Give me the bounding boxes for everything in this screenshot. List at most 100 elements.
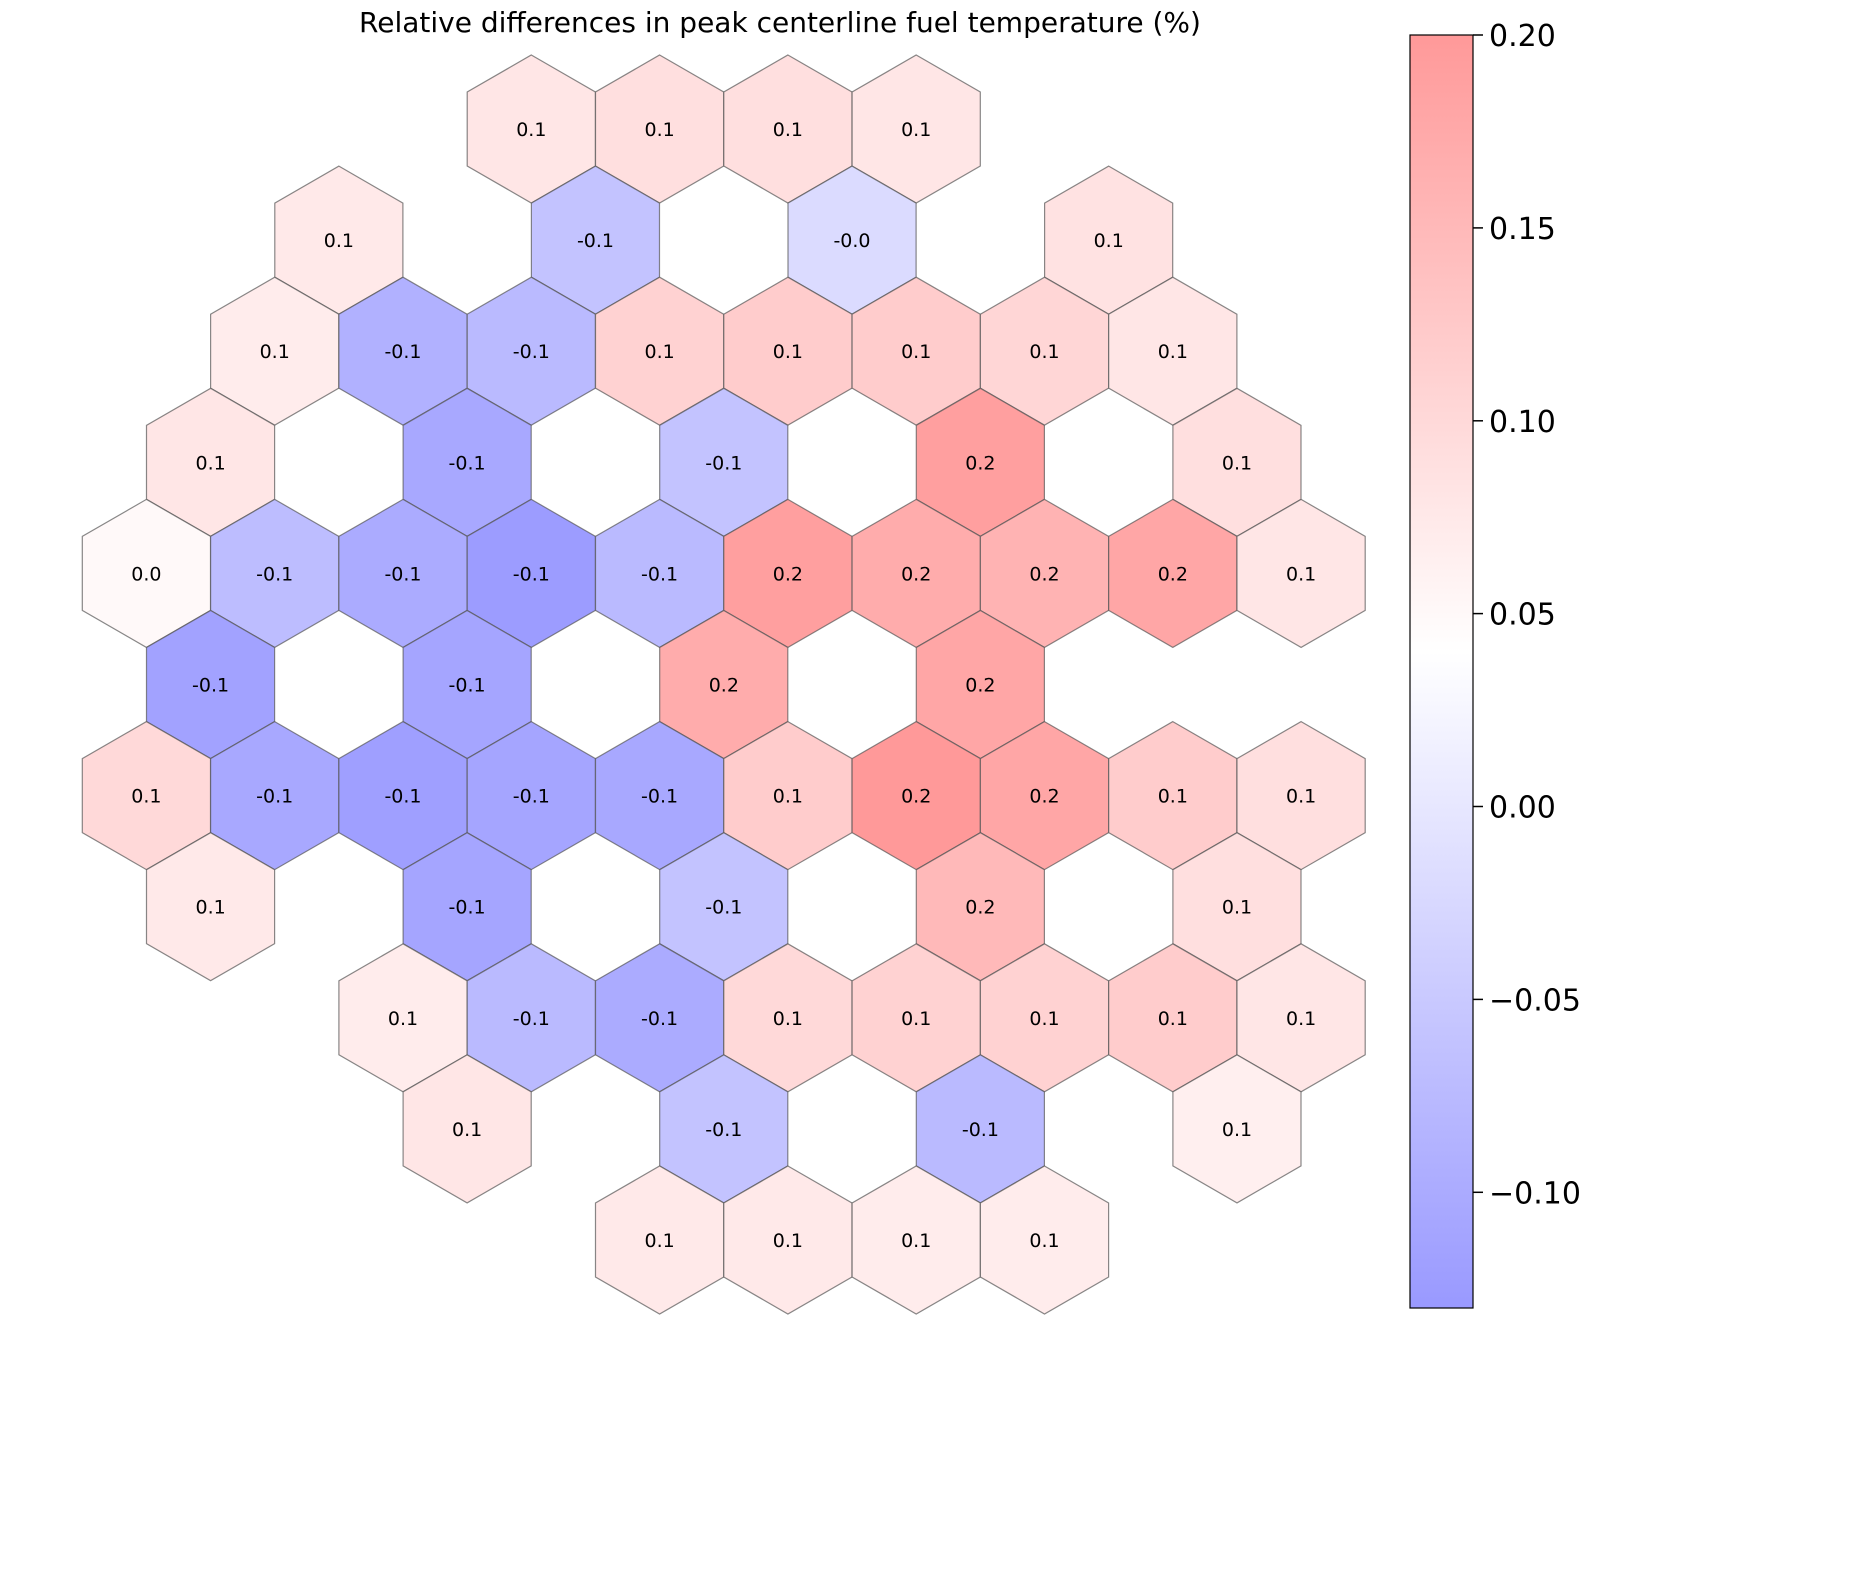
colorbar-tick-label: 0.15 xyxy=(1489,212,1556,247)
hex-cell: -0.1 xyxy=(594,498,725,649)
hex-cell: 0.1 xyxy=(145,387,276,537)
hex-cell-label: 0.1 xyxy=(195,897,225,919)
hex-cell-label: 0.1 xyxy=(1029,341,1059,363)
hex-cell-label: 0.1 xyxy=(388,1008,418,1030)
hex-cell-label: -0.1 xyxy=(449,675,486,697)
hex-cell-label: 0.1 xyxy=(1094,230,1124,252)
hex-cell-label: 0.1 xyxy=(1286,563,1316,585)
hex-cell-label: 0.1 xyxy=(452,1119,482,1141)
colorbar-gradient xyxy=(1409,34,1474,1309)
hex-cell-label: 0.1 xyxy=(773,1008,803,1030)
hex-cell-label: 0.1 xyxy=(901,1230,931,1252)
hex-cell: 0.1 xyxy=(594,1165,725,1315)
hex-cell-label: 0.2 xyxy=(1029,786,1059,808)
hex-cell-label: -0.1 xyxy=(641,786,678,808)
hex-cell-shape xyxy=(145,832,276,982)
hex-cell: -0.1 xyxy=(338,498,468,649)
hex-cell-label: 0.1 xyxy=(901,341,931,363)
colorbar-tick-label: 0.20 xyxy=(1489,19,1556,54)
hex-cell-label: 0.1 xyxy=(324,230,354,252)
hex-cell-label: 0.2 xyxy=(1158,563,1188,585)
hex-cell-shape xyxy=(402,1054,532,1204)
hex-cell: 0.1 xyxy=(851,54,981,204)
hex-cell: -0.0 xyxy=(787,165,917,315)
hex-cell-label: 0.1 xyxy=(644,1230,674,1252)
hex-cell-label: -0.1 xyxy=(384,341,421,363)
hex-cell: 0.1 xyxy=(1172,1054,1302,1204)
hex-cell-label: -0.0 xyxy=(833,230,870,252)
hex-cell-label: 0.1 xyxy=(260,341,290,363)
chart-title: Relative differences in peak centerline … xyxy=(359,6,1201,39)
hex-cell: 0.1 xyxy=(1108,276,1238,426)
hex-cells: 0.1 0.1 0.1 0.1 0.1 -0.1 -0.0 0.1 0.1 -0.1 -0.1 0.1… xyxy=(81,54,1366,1315)
hex-cell: 0.2 xyxy=(915,387,1046,537)
hex-cell: -0.1 xyxy=(530,165,661,315)
hex-cell-label: -0.1 xyxy=(705,1119,742,1141)
hex-cell-label: 0.1 xyxy=(1222,452,1252,474)
hex-cell: 0.0 xyxy=(81,498,212,649)
hex-cell-label: -0.1 xyxy=(513,786,550,808)
hex-cell-label: 0.1 xyxy=(195,452,225,474)
hex-cell-shape xyxy=(1236,498,1366,649)
colorbar-tick-label: 0.10 xyxy=(1489,405,1556,440)
hex-cell-label: 0.1 xyxy=(644,341,674,363)
hex-cell: 0.1 xyxy=(979,276,1110,426)
hex-cell-label: -0.1 xyxy=(705,452,742,474)
hex-cell: 0.1 xyxy=(1108,720,1238,871)
hex-cell-shape xyxy=(1172,1054,1302,1204)
hex-cell-label: 0.2 xyxy=(773,563,803,585)
colorbar: −0.10 −0.05 0.00 0.05 0.10 0.15 0.20 xyxy=(1409,19,1581,1309)
hex-cell: -0.1 xyxy=(659,387,789,537)
hex-cell-label: 0.1 xyxy=(1158,786,1188,808)
colorbar-ticks: −0.10 −0.05 0.00 0.05 0.10 0.15 0.20 xyxy=(1473,19,1581,1211)
hex-cell: 0.1 xyxy=(145,832,276,982)
hex-cell-label: -0.1 xyxy=(192,675,229,697)
colorbar-tick-label: 0.05 xyxy=(1489,598,1556,633)
hex-cell-label: 0.1 xyxy=(1029,1230,1059,1252)
hex-cell-label: 0.0 xyxy=(131,563,161,585)
hex-cell-label: -0.1 xyxy=(449,452,486,474)
hex-cell: 0.1 xyxy=(1172,832,1302,982)
hex-cell-label: 0.2 xyxy=(965,452,995,474)
hex-cell-label: -0.1 xyxy=(513,341,550,363)
hex-cell-label: 0.1 xyxy=(773,119,803,141)
hex-cell-label: 0.2 xyxy=(965,897,995,919)
hex-cell-label: 0.2 xyxy=(901,563,931,585)
hex-cell-label: 0.1 xyxy=(1222,1119,1252,1141)
hex-cell-shape xyxy=(979,1165,1110,1315)
hex-cell: -0.1 xyxy=(466,720,597,871)
hex-cell-label: 0.1 xyxy=(901,1008,931,1030)
hex-cell-label: -0.1 xyxy=(962,1119,999,1141)
hex-cell: 0.1 xyxy=(979,1165,1110,1315)
hex-cell: 0.1 xyxy=(1236,943,1366,1093)
hex-cell-label: -0.1 xyxy=(705,897,742,919)
hex-cell-label: 0.1 xyxy=(1158,1008,1188,1030)
hex-cell: 0.1 xyxy=(723,54,853,204)
hex-cell: 0.1 xyxy=(338,943,468,1093)
hex-cell: 0.1 xyxy=(851,276,981,426)
hex-cell-label: 0.2 xyxy=(901,786,931,808)
hex-cell-label: -0.1 xyxy=(513,1008,550,1030)
hex-cell-label: 0.1 xyxy=(1158,341,1188,363)
hex-cell: 0.1 xyxy=(274,165,404,315)
hex-cell: -0.1 xyxy=(402,387,532,537)
hex-cell-label: 0.1 xyxy=(773,786,803,808)
hex-cell-label: 0.1 xyxy=(1029,1008,1059,1030)
hex-cell-label: -0.1 xyxy=(641,563,678,585)
hex-cell-label: 0.1 xyxy=(901,119,931,141)
hex-cell-label: -0.1 xyxy=(513,563,550,585)
hex-cell-label: -0.1 xyxy=(449,897,486,919)
hex-cell-label: 0.2 xyxy=(709,675,739,697)
hex-cell-label: -0.1 xyxy=(577,230,614,252)
hex-cell-label: -0.1 xyxy=(641,1008,678,1030)
hex-cell-label: 0.1 xyxy=(644,119,674,141)
hex-cell-label: 0.1 xyxy=(1222,897,1252,919)
hex-cell-label: 0.1 xyxy=(773,341,803,363)
colorbar-tick-label: 0.00 xyxy=(1489,791,1556,826)
hex-cell: 0.1 xyxy=(1236,498,1366,649)
colorbar-tick-label: −0.10 xyxy=(1489,1176,1581,1211)
hex-cell-label: 0.1 xyxy=(1286,786,1316,808)
hex-cell: 0.1 xyxy=(402,1054,532,1204)
hex-cell-label: -0.1 xyxy=(384,563,421,585)
